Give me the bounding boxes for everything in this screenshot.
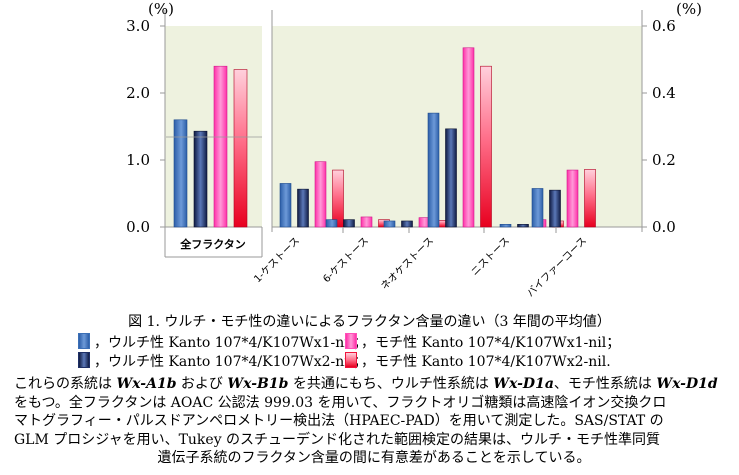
- bar-oligosaccharide: [325, 219, 338, 228]
- category-label-4: ニストース: [469, 235, 512, 278]
- bar-oligosaccharide: [360, 216, 373, 228]
- bar-oligosaccharide: [401, 220, 413, 228]
- bar-oligosaccharide: [297, 188, 309, 228]
- right-tick-label: 0.0: [652, 218, 676, 236]
- legend-separator: ，: [94, 354, 108, 370]
- bar-total-fructan: [213, 65, 228, 228]
- bar-oligosaccharide: [517, 224, 529, 228]
- note-line-1: これらの系統は Wx-A1b および Wx-B1b を共通にもち、ウルチ性系統は…: [14, 376, 718, 392]
- bar-total-fructan: [173, 119, 188, 228]
- bar-oligosaccharide: [531, 188, 544, 228]
- legend-swatch: [345, 352, 357, 368]
- legend-item: ，ウルチ性 Kanto 107*4/K107Wx1-nil；: [78, 333, 367, 352]
- gene-wx-b1b: Wx-B1b: [227, 376, 289, 392]
- left-tick-label: 3.0: [126, 17, 150, 35]
- fructan-chart: 0.01.02.03.0(%)全フラクタン0.00.20.40.6(%)1-ケス…: [126, 0, 702, 300]
- bar-oligosaccharide: [314, 161, 327, 228]
- category-label-1: 1-ケストース: [252, 235, 303, 286]
- bar-oligosaccharide: [584, 169, 596, 228]
- category-label-5: バイファーコース: [524, 235, 589, 300]
- legend-swatch: [78, 352, 90, 368]
- bar-oligosaccharide: [343, 219, 355, 228]
- bar-oligosaccharide: [332, 169, 344, 228]
- legend-swatch: [78, 333, 90, 349]
- left-axis-unit: (%): [148, 0, 174, 18]
- legend-item: ，モチ性 Kanto 107*4/K107Wx1-nil；: [345, 333, 620, 352]
- bar-oligosaccharide: [549, 189, 561, 228]
- right-tick-label: 0.6: [652, 17, 676, 35]
- gene-wx-a1b: Wx-A1b: [116, 376, 177, 392]
- bar-total-fructan: [193, 130, 208, 228]
- category-label-total-fructan: 全フラクタン: [179, 237, 246, 251]
- legend-label: モチ性 Kanto 107*4/K107Wx2-nil.: [375, 354, 611, 370]
- note-line-3: マトグラフィー・パルスドアンペロメトリー検出法（HPAEC-PAD）を用いて測定…: [14, 413, 664, 429]
- left-tick-label: 0.0: [126, 218, 150, 236]
- note-line-4: GLM プロシジャを用い、Tukey のスチューデンド化された範囲検定の結果は、…: [14, 431, 661, 448]
- legend-separator: ，: [94, 335, 108, 351]
- bar-oligosaccharide: [279, 183, 292, 228]
- bar-total-fructan: [233, 69, 248, 228]
- right-axis-unit: (%): [676, 0, 702, 18]
- left-tick-label: 1.0: [126, 151, 150, 169]
- legend-label: モチ性 Kanto 107*4/K107Wx1-nil；: [375, 335, 621, 351]
- category-label-2: 6-ケストース: [321, 235, 372, 286]
- bar-oligosaccharide: [480, 65, 492, 228]
- gene-wx-d1a: Wx-D1a: [493, 376, 554, 392]
- figure-title: 図 1. ウルチ・モチ性の違いによるフラクタン含量の違い（3 年間の平均値）: [128, 314, 611, 330]
- note-line-2: をもつ。全フラクタンは AOAC 公認法 999.03 を用いて、フラクトオリゴ…: [14, 394, 667, 411]
- bar-oligosaccharide: [499, 224, 512, 228]
- left-tick-label: 2.0: [126, 84, 150, 102]
- legend-item: ，ウルチ性 Kanto 107*4/K107Wx2-nil；: [78, 352, 367, 371]
- bar-oligosaccharide: [445, 128, 457, 228]
- bar-oligosaccharide: [383, 220, 396, 228]
- legend-swatch: [345, 333, 357, 349]
- legend-label: ウルチ性 Kanto 107*4/K107Wx1-nil；: [108, 335, 368, 351]
- right-tick-label: 0.2: [652, 151, 676, 169]
- legend-item: ，モチ性 Kanto 107*4/K107Wx2-nil.: [345, 352, 611, 371]
- legend-separator: ，: [361, 335, 375, 351]
- figure-note: これらの系統は Wx-A1b および Wx-B1b を共通にもち、ウルチ性系統は…: [14, 375, 734, 468]
- bar-oligosaccharide: [566, 169, 579, 228]
- legend-separator: ，: [361, 354, 375, 370]
- category-label-3: ネオケストース: [378, 235, 436, 293]
- right-tick-label: 0.4: [652, 84, 676, 102]
- gene-wx-d1d: Wx-D1d: [656, 376, 718, 392]
- note-line-5: 遺伝子系統のフラクタン含量の間に有意差があることを示している。: [157, 450, 591, 466]
- bar-oligosaccharide: [427, 112, 440, 228]
- legend-label: ウルチ性 Kanto 107*4/K107Wx2-nil；: [108, 354, 368, 370]
- bar-oligosaccharide: [462, 47, 475, 228]
